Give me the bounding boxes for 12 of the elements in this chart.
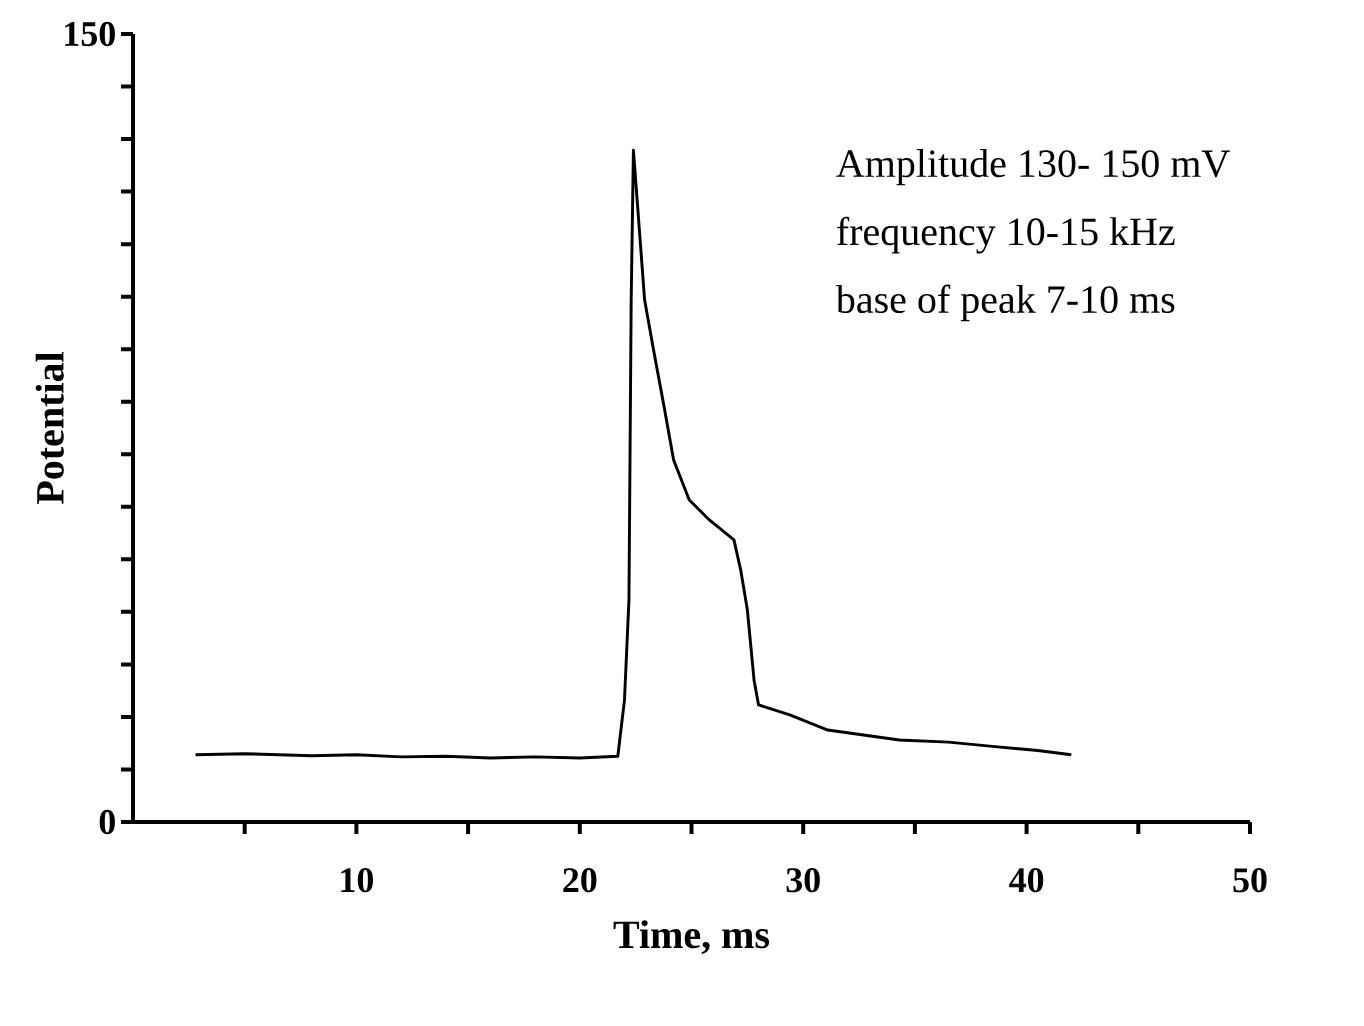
x-axis-title: Time, ms [613, 920, 770, 955]
annotation: frequency 10-15 kHz [837, 216, 1175, 254]
y-tick-label: 150 [65, 21, 115, 47]
y-axis-title: Potential [35, 352, 64, 504]
x-tick-label: 40 [1009, 868, 1044, 893]
annotation: Amplitude 130- 150 mV [836, 149, 1230, 186]
x-tick-label: 20 [563, 868, 597, 893]
annotation: base of peak 7-10 ms [835, 284, 1175, 322]
x-tick-label: 50 [1233, 868, 1267, 893]
x-tick-label: 10 [341, 868, 374, 893]
y-tick-label: 0 [99, 809, 115, 835]
x-tick-label: 30 [786, 868, 820, 893]
